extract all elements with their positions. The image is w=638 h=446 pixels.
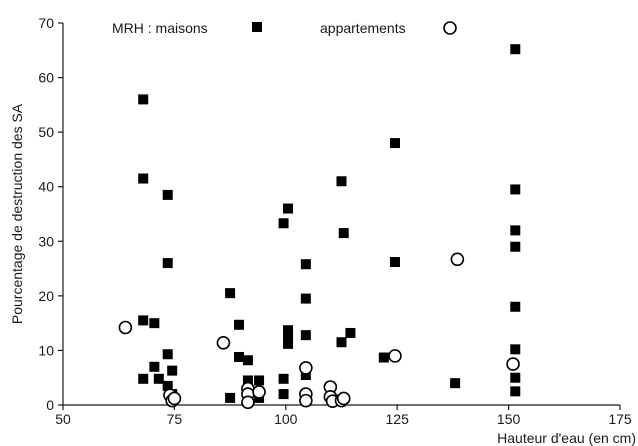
data-point-maisons [283,325,294,336]
data-point-maisons [242,375,253,386]
data-point-maisons [149,318,160,329]
data-point-maisons [162,349,173,360]
data-point-maisons [510,184,521,195]
y-tick-label: 0 [46,397,54,413]
data-point-appartements [388,349,402,363]
data-point-maisons [162,380,173,391]
data-point-appartements [118,320,133,335]
x-tick-label: 175 [608,411,632,427]
y-tick-label: 40 [38,179,54,195]
data-point-maisons [254,375,265,386]
x-tick-label: 125 [386,411,410,427]
y-tick-label: 20 [38,288,54,304]
y-tick-label: 10 [38,342,54,358]
x-tick-label: 100 [274,411,298,427]
data-point-maisons [510,241,521,252]
data-point-maisons [278,373,289,384]
data-point-maisons [234,351,245,362]
data-point-maisons [300,330,311,341]
y-axis-ticks: 0 10 20 30 40 50 60 70 [38,15,63,413]
data-point-maisons [242,355,253,366]
data-point-maisons [389,138,400,149]
data-point-maisons [283,203,294,214]
data-point-maisons [300,259,311,270]
x-tick-label: 75 [167,411,183,427]
data-point-maisons [336,176,347,187]
y-tick-label: 50 [38,124,54,140]
data-point-maisons [167,365,178,376]
data-point-maisons [138,373,149,384]
axes [62,23,620,406]
data-point-maisons [378,352,389,363]
data-point-maisons [345,327,356,338]
x-tick-label: 150 [497,411,521,427]
data-point-appartements [216,335,231,350]
series-maisons [138,44,521,405]
data-point-maisons [225,288,236,299]
data-point-maisons [510,386,521,397]
data-point-maisons [510,344,521,355]
data-point-maisons [338,228,349,239]
data-point-maisons [450,378,461,389]
x-tick-label: 50 [55,411,71,427]
data-point-maisons [225,392,236,403]
data-point-appartements [252,385,266,399]
y-axis-title: Pourcentage de destruction des SA [9,103,25,324]
data-point-maisons [336,337,347,348]
data-point-maisons [283,331,294,342]
data-point-maisons [510,372,521,383]
y-tick-label: 60 [38,70,54,86]
data-point-appartements [167,391,182,406]
legend-label-appartements: appartements [320,20,406,36]
legend-marker-maisons [252,22,262,32]
series-appartements [118,252,520,410]
data-point-maisons [278,218,289,229]
data-point-appartements [241,395,255,410]
data-point-maisons [153,373,164,384]
data-point-maisons [300,293,311,304]
data-point-maisons [283,338,294,349]
data-point-appartements [299,393,313,408]
data-point-maisons [149,361,160,372]
data-point-appartements [506,357,520,371]
data-point-maisons [138,94,149,105]
data-point-maisons [138,173,149,184]
data-point-maisons [234,319,245,330]
data-point-maisons [510,301,521,312]
data-point-appartements [450,252,465,267]
data-point-appartements [299,361,313,375]
data-point-maisons [278,389,289,400]
legend: MRH : maisons appartements [112,20,457,36]
data-point-maisons [510,225,521,236]
data-point-maisons [389,257,400,268]
legend-marker-appartements [443,21,457,35]
data-point-maisons [510,44,521,55]
data-point-maisons [162,189,173,200]
y-tick-label: 30 [38,233,54,249]
data-point-maisons [138,315,149,326]
legend-label-maisons: MRH : maisons [112,20,208,36]
data-point-appartements [336,391,351,406]
y-tick-label: 70 [38,15,54,31]
x-axis-title: Hauteur d'eau (en cm) [497,430,636,446]
data-point-maisons [300,369,311,380]
data-point-maisons [162,258,173,269]
x-axis-ticks: 50 75 100 125 150 175 [55,405,632,427]
